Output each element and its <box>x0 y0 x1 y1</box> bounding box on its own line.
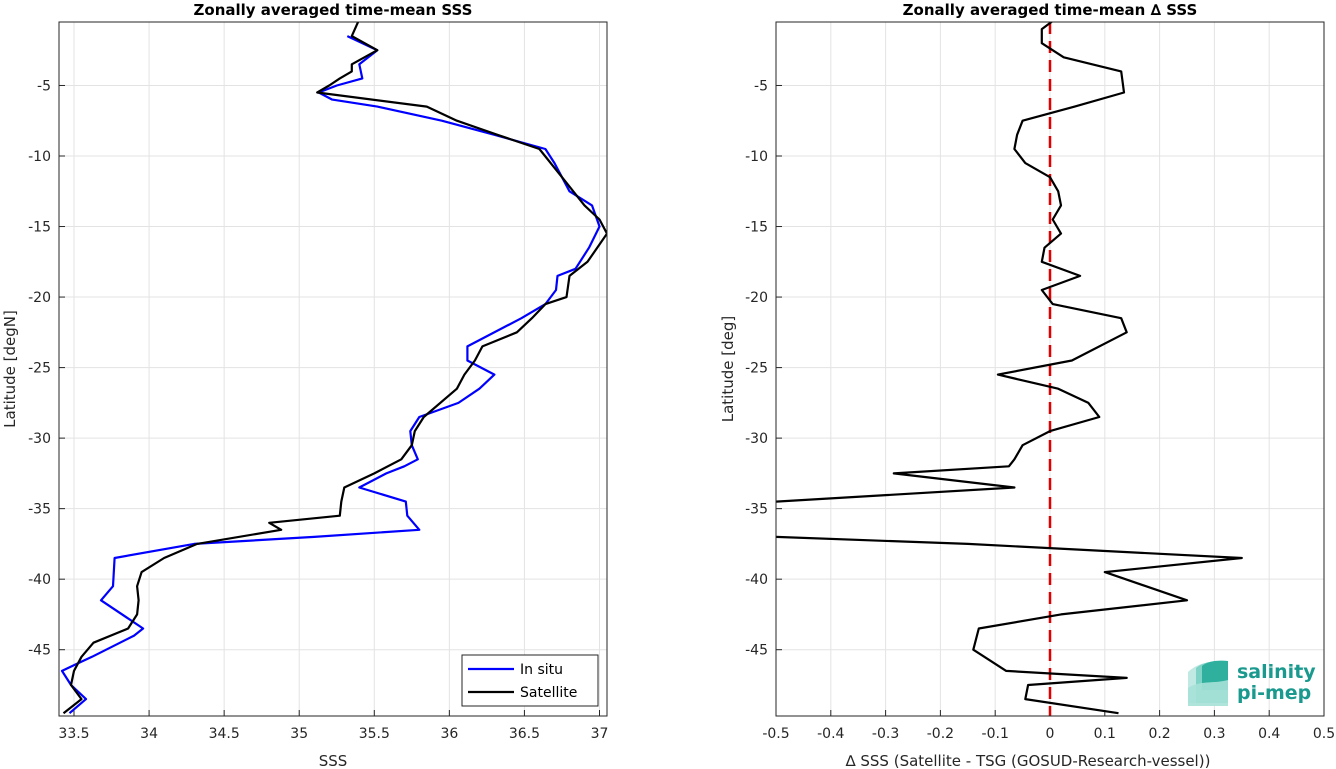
left-y-tick-label: -40 <box>28 572 51 588</box>
left-chart-title: Zonally averaged time-mean SSS <box>194 1 473 19</box>
right-x-tick-label: 0.2 <box>1148 726 1170 742</box>
right-y-tick-label: -40 <box>745 572 768 588</box>
left-y-axis-label: Latitude [degN] <box>1 310 19 428</box>
right-y-tick-label: -15 <box>745 220 768 236</box>
right-y-tick-label: -35 <box>745 502 768 518</box>
logo-text-salinity: salinity <box>1237 661 1316 683</box>
right-x-tick-label: 0.4 <box>1258 726 1280 742</box>
left-y-tick-label: -5 <box>37 78 51 94</box>
left-x-tick-label: 37 <box>591 726 609 742</box>
left-y-tick-label: -35 <box>28 502 51 518</box>
right-x-tick-label: -0.5 <box>762 726 789 742</box>
right-chart-title: Zonally averaged time-mean ∆ SSS <box>903 1 1198 19</box>
right-x-tick-label: -0.2 <box>927 726 954 742</box>
right-y-tick-label: -5 <box>754 78 768 94</box>
series-line-in-situ <box>60 35 601 715</box>
right-x-tick-label: 0.5 <box>1313 726 1335 742</box>
right-y-tick-label: -45 <box>745 643 768 659</box>
right-ticks: -0.5 -0.4 -0.3 -0.2 -0.1 0 0.1 0.2 0.3 0.4 0.5 -5 -1… <box>745 78 1335 742</box>
right-x-tick-label: 0.3 <box>1203 726 1225 742</box>
right-y-tick-label: -10 <box>745 149 768 165</box>
left-y-tick-label: -30 <box>28 431 51 447</box>
logo-waves-icon <box>1188 660 1228 706</box>
left-chart: 33.5 34 34.5 35 35.5 36 36.5 37 -5 -10 -15 -20 -25 -3… <box>1 1 608 769</box>
legend-label-satellite: Satellite <box>520 685 577 701</box>
left-x-tick-label: 33.5 <box>58 726 89 742</box>
left-plot-area <box>59 22 607 716</box>
left-x-tick-label: 34.5 <box>209 726 240 742</box>
right-x-tick-label: 0 <box>1046 726 1055 742</box>
right-x-tick-label: -0.4 <box>817 726 844 742</box>
left-x-tick-label: 35.5 <box>359 726 390 742</box>
right-x-tick-label: -0.1 <box>982 726 1009 742</box>
right-chart: -0.5 -0.4 -0.3 -0.2 -0.1 0 0.1 0.2 0.3 0.4 0.5 -5 -1… <box>719 1 1335 769</box>
right-y-tick-label: -25 <box>745 361 768 377</box>
right-x-tick-label: 0.1 <box>1094 726 1116 742</box>
legend-box <box>461 654 599 707</box>
left-grid <box>59 22 607 716</box>
left-y-tick-label: -20 <box>28 290 51 306</box>
right-y-tick-label: -30 <box>745 431 768 447</box>
right-x-axis-label: ∆ SSS (Satellite - TSG (GOSUD-Research-v… <box>845 752 1211 769</box>
left-ticks: 33.5 34 34.5 35 35.5 36 36.5 37 -5 -10 -15 -20 -25 -3… <box>28 78 608 742</box>
series-line-delta-sss <box>776 22 1243 715</box>
left-axes-frame <box>58 21 608 717</box>
logo-text-pi-mep: pi-mep <box>1237 682 1311 704</box>
series-line-satellite <box>62 22 607 715</box>
right-axes-frame <box>775 21 1325 717</box>
right-y-axis-label: Latitude [deg] <box>719 316 737 422</box>
legend: In situ Satellite <box>461 654 599 707</box>
legend-label-in-situ: In situ <box>520 662 563 678</box>
left-x-tick-label: 35 <box>290 726 308 742</box>
left-x-tick-label: 34 <box>140 726 158 742</box>
left-x-axis-label: SSS <box>319 752 348 769</box>
left-y-tick-label: -25 <box>28 361 51 377</box>
left-y-tick-label: -10 <box>28 149 51 165</box>
salinity-pi-mep-logo: salinity pi-mep <box>1188 660 1316 706</box>
right-x-tick-label: -0.3 <box>872 726 899 742</box>
left-y-tick-label: -45 <box>28 643 51 659</box>
left-x-tick-label: 36 <box>440 726 458 742</box>
right-y-tick-label: -20 <box>745 290 768 306</box>
left-y-tick-label: -15 <box>28 220 51 236</box>
left-x-tick-label: 36.5 <box>509 726 540 742</box>
